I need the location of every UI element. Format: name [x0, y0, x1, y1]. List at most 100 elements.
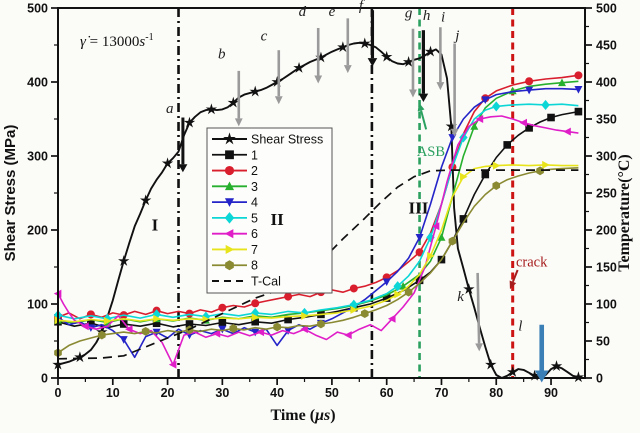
- legend-label: 1: [251, 148, 258, 162]
- y-axis-right: 0 50 100 150 200 250 300 350 400 450 500: [585, 2, 617, 386]
- annotation-c: c: [261, 29, 268, 45]
- arrow-g: [409, 28, 417, 98]
- marker-square: [503, 141, 512, 149]
- marker-circle: [415, 248, 424, 257]
- arrow-a: [178, 117, 188, 173]
- x-tick-label: 20: [161, 386, 175, 400]
- annotation-l: l: [518, 319, 522, 335]
- y-left-tick-label: 100: [27, 298, 48, 312]
- marker-triangle-left: [431, 222, 440, 231]
- x-axis-title: Time (μs): [270, 407, 335, 424]
- legend-marker-square: [225, 150, 234, 160]
- marker-diamond: [541, 99, 550, 110]
- legend-label: Shear Stress: [251, 133, 323, 147]
- marker-triangle-right: [153, 314, 161, 323]
- marker-triangle-up: [437, 233, 446, 241]
- marker-triangle-right: [492, 161, 501, 170]
- marker-circle: [86, 310, 95, 319]
- arrow-f: [367, 10, 378, 67]
- arrow-k-head: [475, 343, 484, 352]
- legend-marker-diamond: [224, 212, 235, 224]
- legend-item-1: 1: [212, 148, 258, 162]
- marker-square: [574, 107, 583, 116]
- legend-label: 6: [251, 227, 258, 241]
- strain-rate-annotation: γ̇ = 13000s-1: [80, 32, 154, 50]
- marker-star: [507, 366, 519, 377]
- legend-marker-triangle-down: [224, 198, 235, 207]
- marker-circle: [349, 284, 358, 293]
- annotation-crack: crack: [516, 254, 548, 270]
- arrow-crack-arrow-shaft: [511, 269, 519, 283]
- arrow-k: [475, 272, 484, 352]
- marker-star: [424, 45, 437, 57]
- marker-triangle-down: [525, 86, 534, 95]
- annotation-d: d: [299, 4, 307, 20]
- marker-triangle-up: [399, 282, 408, 290]
- legend-item-6: 6: [212, 227, 258, 241]
- y-right-tick-label: 500: [596, 2, 617, 16]
- marker-star: [74, 351, 86, 363]
- y-left-tick-label: 300: [27, 150, 48, 164]
- annotation-ii: II: [271, 210, 285, 229]
- marker-hexagon: [360, 309, 369, 319]
- marker-star: [315, 51, 327, 63]
- legend-label: T-Cal: [251, 275, 281, 289]
- marker-square: [481, 170, 490, 179]
- legend-item-5: 5: [212, 211, 258, 225]
- arrow-f-head: [367, 58, 378, 67]
- marker-triangle-left: [475, 115, 484, 123]
- legend-label: 7: [251, 243, 258, 257]
- marker-triangle-right: [103, 317, 112, 326]
- marker-triangle-left: [81, 322, 89, 331]
- marker-square: [547, 113, 555, 122]
- legend-marker-triangle-right: [225, 244, 235, 255]
- marker-star: [337, 41, 349, 53]
- legend-label: 3: [251, 180, 258, 194]
- annotation-k: k: [457, 289, 464, 305]
- marker-square: [218, 318, 227, 327]
- legend-item-t-cal: T-Cal: [212, 275, 281, 289]
- marker-triangle-left: [212, 329, 221, 338]
- marker-star: [445, 120, 458, 132]
- annotation-asb: ASB: [417, 144, 445, 160]
- marker-star: [359, 37, 371, 49]
- x-tick-label: 50: [325, 386, 339, 400]
- marker-triangle-up: [470, 122, 479, 130]
- marker-triangle-right: [427, 251, 435, 260]
- annotation-j: j: [453, 28, 459, 44]
- x-tick-label: 30: [215, 386, 229, 400]
- marker-hexagon: [536, 166, 544, 176]
- series-8: [54, 166, 579, 358]
- y-left-axis-title: Shear Stress (MPa): [2, 125, 19, 262]
- arrow-c-head: [274, 96, 283, 105]
- arrow-asb-arrow-shaft: [420, 110, 428, 130]
- marker-triangle-right: [301, 311, 309, 320]
- legend-item-3: 3: [212, 180, 258, 194]
- annotation-e: e: [329, 4, 336, 20]
- series-6: [53, 115, 579, 369]
- legend-item-4: 4: [212, 196, 258, 210]
- marker-diamond: [492, 101, 501, 112]
- annotation-i: I: [152, 216, 159, 235]
- marker-triangle-down: [251, 328, 260, 337]
- marker-circle: [284, 292, 293, 301]
- marker-diamond: [251, 307, 260, 318]
- y-right-tick-label: 350: [596, 113, 617, 127]
- marker-star: [183, 116, 196, 128]
- marker-triangle-left: [256, 328, 265, 337]
- arrow-c: [274, 50, 283, 105]
- y-right-tick-label: 250: [596, 187, 617, 201]
- x-tick-label: 90: [544, 386, 558, 400]
- legend-item-shear-stress: Shear Stress: [212, 132, 323, 147]
- series-line-2: [57, 74, 579, 320]
- marker-star: [293, 61, 305, 73]
- marker-circle: [251, 299, 260, 308]
- marker-hexagon: [492, 181, 501, 190]
- x-tick-label: 70: [435, 386, 449, 400]
- y-right-tick-label: 50: [596, 335, 610, 349]
- x-tick-label: 10: [106, 386, 120, 400]
- marker-star: [381, 50, 393, 62]
- legend-item-8: 8: [212, 259, 258, 273]
